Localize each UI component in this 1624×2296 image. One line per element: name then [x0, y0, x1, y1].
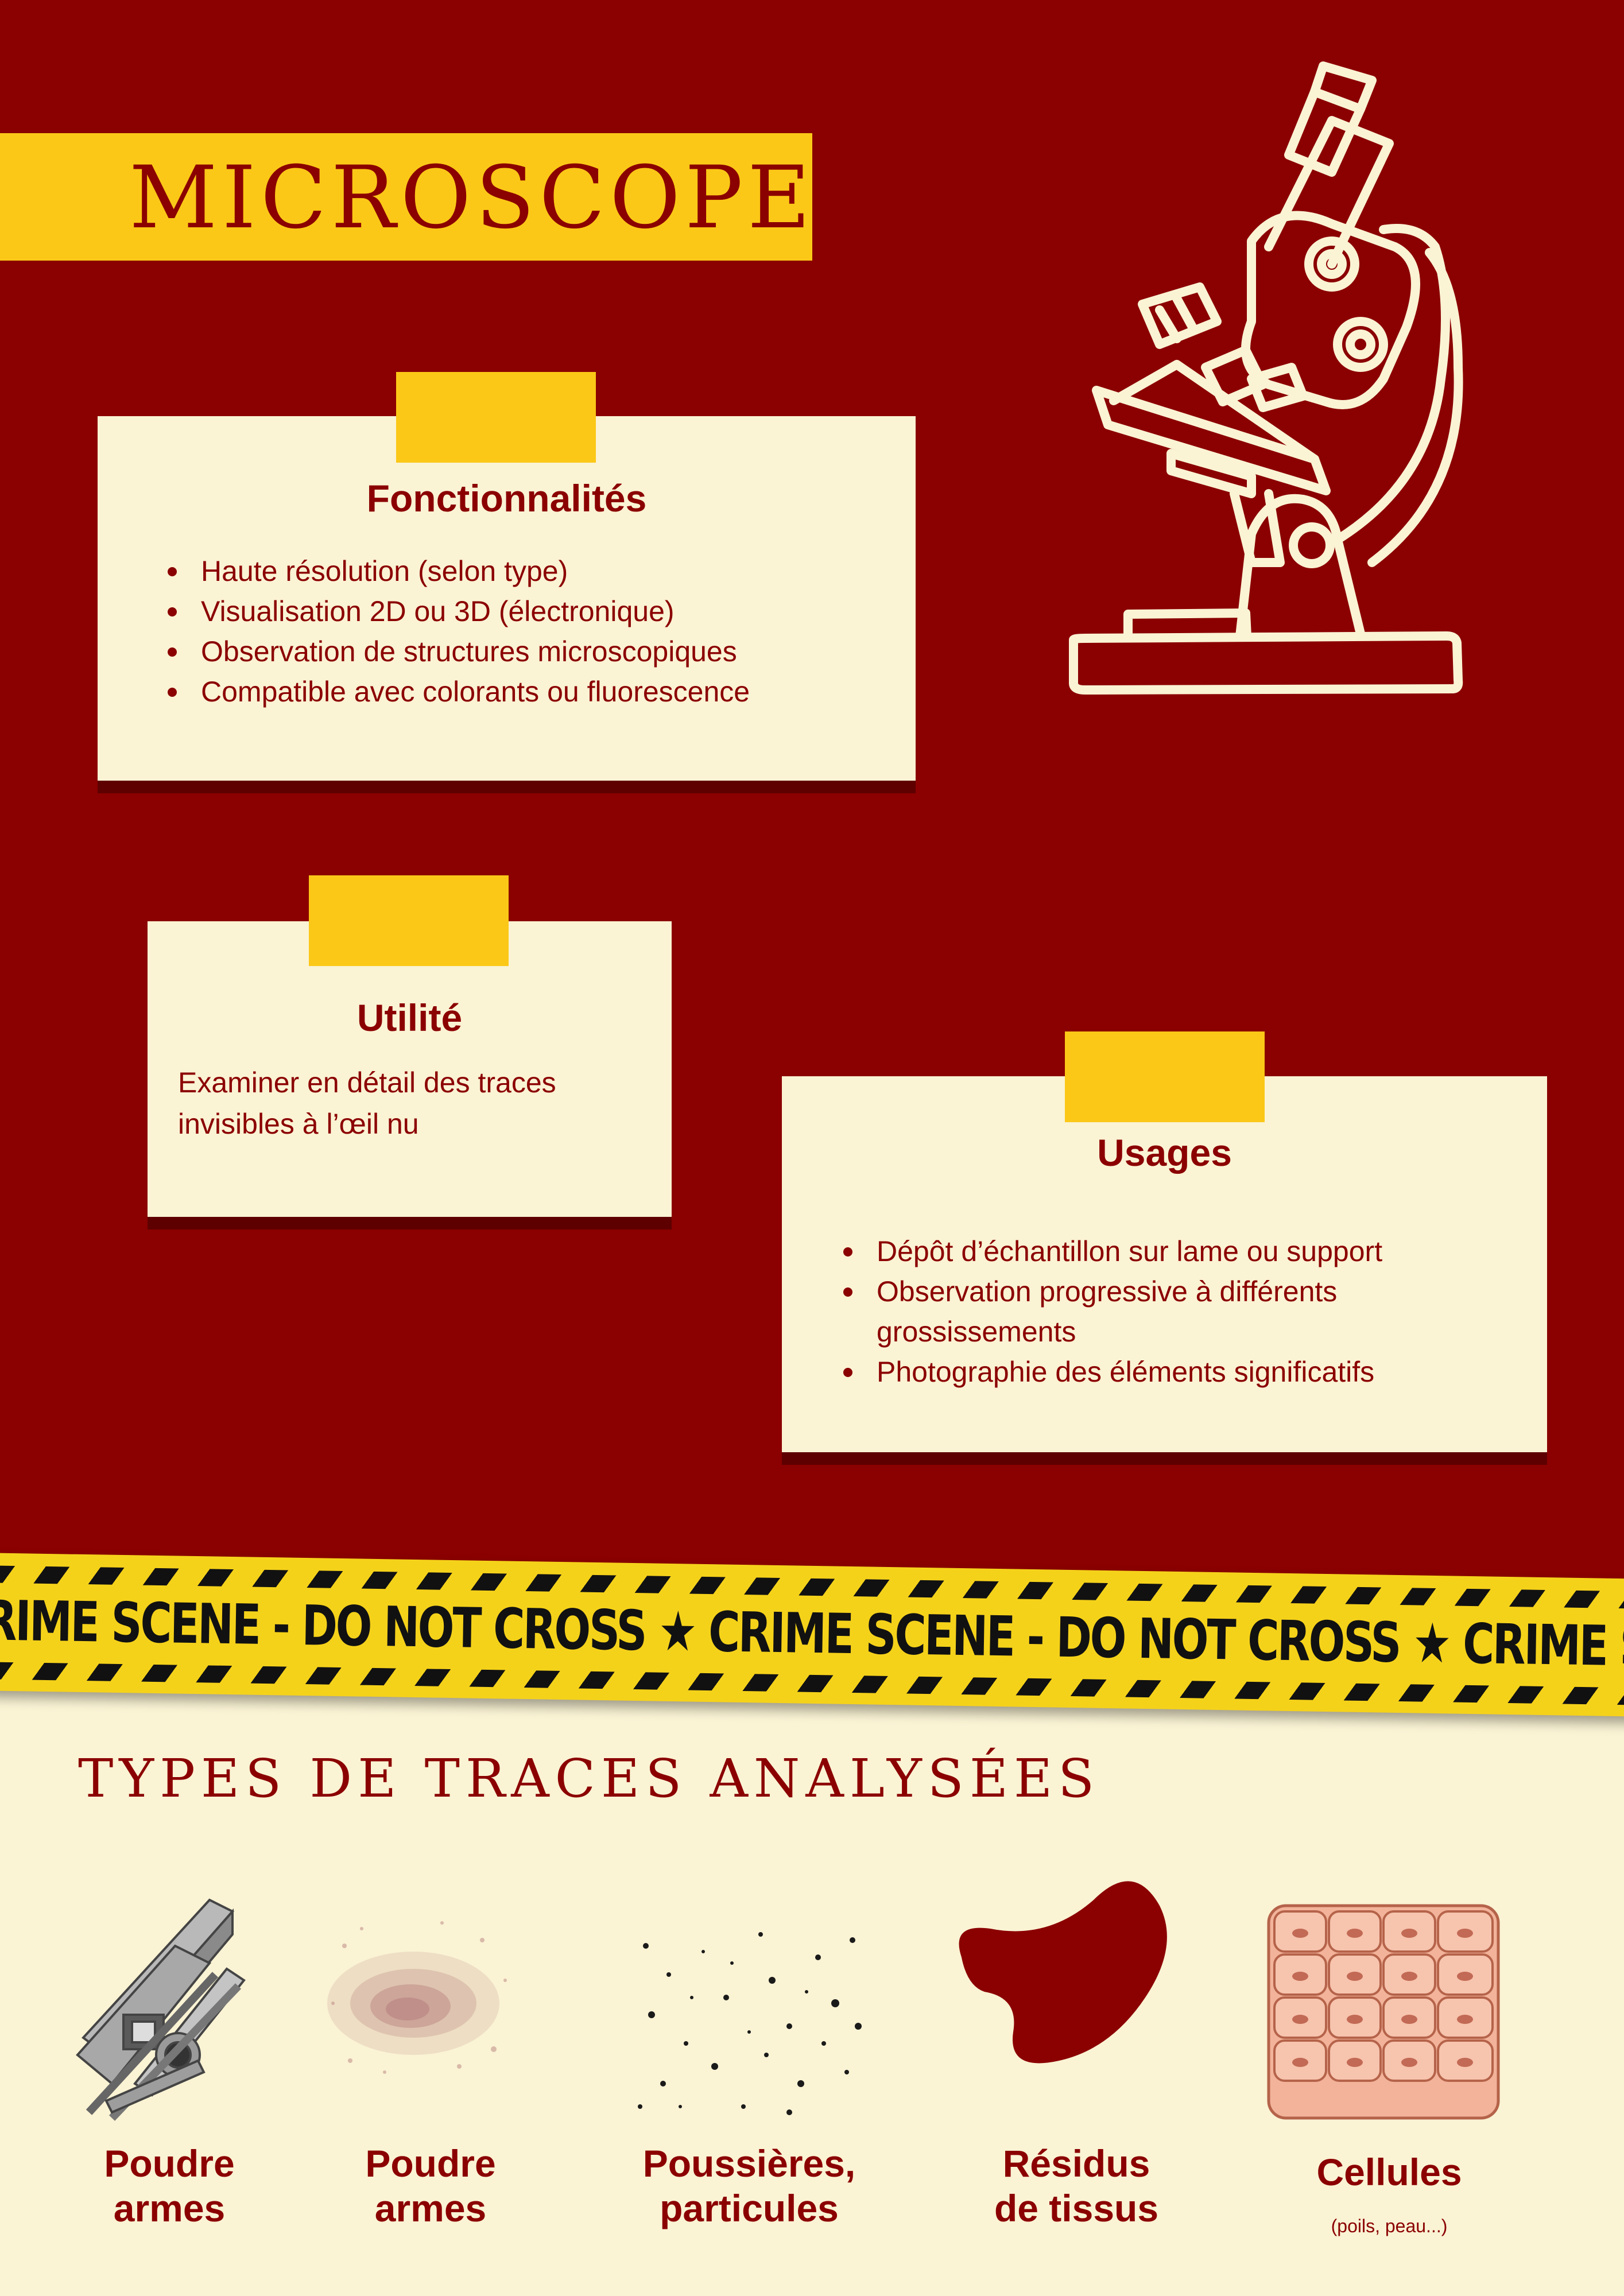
features-list: Haute résolution (selon type) Visualisat…	[161, 551, 750, 712]
trace-item: Cellules (poils, peau...)	[1257, 1865, 1521, 2267]
list-item: Visualisation 2D ou 3D (électronique)	[161, 591, 750, 631]
title-banner	[0, 133, 812, 261]
powder-icon	[327, 1921, 507, 2074]
card-title-utilite: Utilité	[356, 996, 463, 1039]
card-utilite: Utilité Examiner en détail des traces in…	[148, 921, 672, 1217]
trace-label: Poudre armes	[365, 2142, 496, 2229]
list-item: Dépôt d’échantillon sur lame ou support	[836, 1231, 1497, 1271]
list-item: Observation de structures microscopiques	[161, 631, 750, 672]
card-title-usages: Usages	[1097, 1131, 1232, 1174]
page-title: MICROSCOPE	[129, 148, 815, 248]
cells-icon	[1267, 1904, 1500, 2120]
utilite-text-line1: Examiner en détail des traces	[178, 1066, 556, 1099]
card-title-fonctionnalites: Fonctionnalités	[366, 477, 647, 519]
card-tab	[396, 372, 596, 463]
card-fonctionnalites: Fonctionnalités Haute résolution (selon …	[98, 416, 916, 781]
trace-note: (poils, peau...)	[1331, 2216, 1448, 2236]
trace-label: Résidus de tissus	[994, 2142, 1159, 2229]
crime-scene-tape: CRIME SCENE - DO NOT CROSS ★ CRIME SCENE…	[0, 1553, 1624, 1717]
metal-bars-icon	[76, 1898, 246, 2121]
card-usages: Usages Dépôt d’échantillon sur lame ou s…	[782, 1076, 1547, 1452]
microscope-icon	[1069, 61, 1463, 695]
list-item: Compatible avec colorants ou fluorescenc…	[161, 672, 750, 712]
card-tab	[309, 875, 509, 966]
section-title: TYPES DE TRACES ANALYSÉES	[78, 1748, 1100, 1809]
list-item: Haute résolution (selon type)	[161, 551, 750, 591]
trace-label: Cellules	[1316, 2151, 1462, 2193]
trace-item: Poussières, particules	[617, 1865, 881, 2267]
list-item: Observation progressive à différents gro…	[836, 1271, 1497, 1352]
trace-item: Résidus de tissus	[944, 1865, 1208, 2267]
card-tab	[1065, 1031, 1265, 1122]
tissue-blob-icon	[959, 1881, 1167, 2064]
trace-label: Poudre armes	[104, 2142, 235, 2229]
dust-particles-icon	[638, 1932, 862, 2115]
trace-item: Poudre armes	[37, 1865, 301, 2267]
utilite-text-line2: invisibles à l’œil nu	[178, 1108, 419, 1140]
trace-item: Poudre armes	[299, 1865, 563, 2267]
list-item: Photographie des éléments significatifs	[836, 1352, 1497, 1392]
trace-label: Poussières, particules	[642, 2142, 856, 2229]
usages-list: Dépôt d’échantillon sur lame ou support …	[836, 1231, 1497, 1392]
